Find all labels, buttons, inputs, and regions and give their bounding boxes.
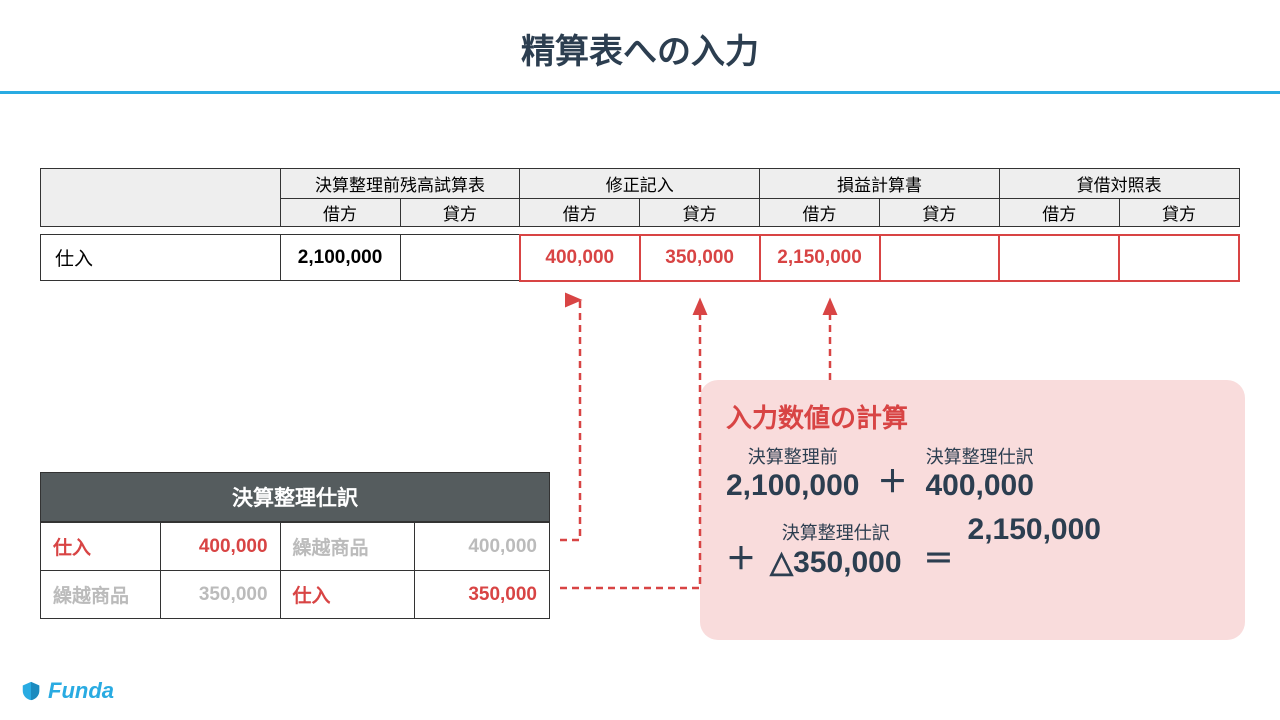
col-income: 損益計算書: [760, 169, 1000, 199]
cell-bs-debit: [999, 235, 1119, 281]
cell-adj-debit: 400,000: [520, 235, 640, 281]
title-underline: [0, 91, 1280, 94]
cell-tb-credit: [400, 235, 520, 281]
page-title: 精算表への入力: [0, 0, 1280, 73]
table-row: 仕入 2,100,000 400,000 350,000 2,150,000: [41, 235, 1240, 281]
worksheet-table: 決算整理前残高試算表 修正記入 損益計算書 貸借対照表 借方 貸方 借方 貸方 …: [40, 168, 1240, 282]
cell-tb-debit: 2,100,000: [280, 235, 400, 281]
brand-logo: Funda: [20, 678, 114, 704]
cell-pl-debit: 2,150,000: [760, 235, 880, 281]
brand-text: Funda: [48, 678, 114, 704]
col-trial-balance: 決算整理前残高試算表: [280, 169, 520, 199]
col-balance: 貸借対照表: [999, 169, 1239, 199]
calculation-callout: 入力数値の計算 決算整理前 2,100,000 ＋ 決算整理仕訳 400,000…: [700, 380, 1245, 640]
journal-title: 決算整理仕訳: [40, 472, 550, 522]
callout-title: 入力数値の計算: [726, 398, 1219, 435]
journal-row: 繰越商品 350,000 仕入 350,000: [41, 571, 550, 619]
cell-bs-credit: [1119, 235, 1239, 281]
shield-icon: [20, 680, 42, 702]
col-adjustments: 修正記入: [520, 169, 760, 199]
journal-entry: 決算整理仕訳 仕入 400,000 繰越商品 400,000 繰越商品 350,…: [40, 472, 550, 619]
account-name: 仕入: [41, 235, 281, 281]
journal-row: 仕入 400,000 繰越商品 400,000: [41, 523, 550, 571]
cell-adj-credit: 350,000: [640, 235, 760, 281]
cell-pl-credit: [880, 235, 1000, 281]
